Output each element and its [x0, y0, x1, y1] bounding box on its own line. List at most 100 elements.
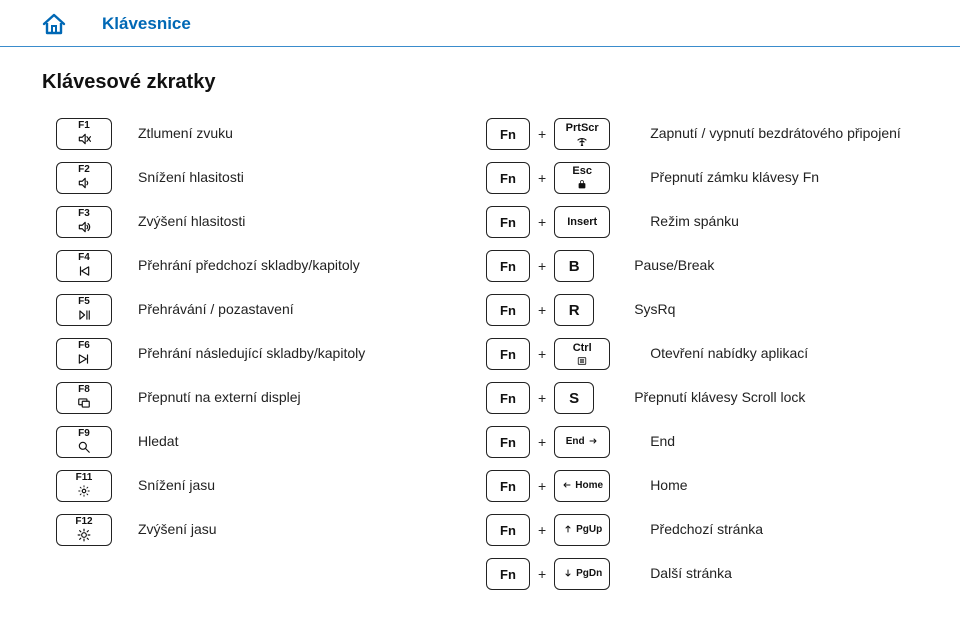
fkey-cap: F3: [56, 206, 112, 238]
shortcut-desc: Předchozí stránka: [650, 521, 763, 539]
home-icon: [40, 12, 68, 36]
fkey-label: F8: [78, 385, 90, 395]
fkey-label: F12: [75, 517, 92, 527]
header-rule: [0, 46, 960, 47]
fn-key: Fn: [486, 250, 530, 282]
second-key-label: Esc: [572, 166, 592, 177]
display-icon: [77, 396, 91, 412]
shortcuts-grid: F1 Ztlumení zvuku F2 Snížení hlasitosti …: [0, 112, 960, 596]
plus-sign: +: [538, 302, 546, 318]
plus-sign: +: [538, 390, 546, 406]
second-key-label: End: [566, 437, 585, 447]
page-header: Klávesnice: [0, 0, 960, 44]
fn-key: Fn: [486, 470, 530, 502]
second-key-label: R: [569, 302, 580, 319]
fkey-label: F6: [78, 341, 90, 351]
fn-key: Fn: [486, 294, 530, 326]
second-key: Home: [554, 470, 610, 502]
key-combo: Fn + Home: [486, 470, 610, 502]
fkey-cap: F8: [56, 382, 112, 414]
key-combo: Fn + R: [486, 294, 594, 326]
plus-sign: +: [538, 478, 546, 494]
shortcut-row: Fn + PrtScr Zapnutí / vypnutí bezdrátové…: [486, 112, 960, 156]
shortcut-row: F3 Zvýšení hlasitosti: [56, 200, 486, 244]
menu-icon: [576, 355, 588, 368]
shortcut-desc: Zvýšení hlasitosti: [138, 213, 245, 231]
fn-key: Fn: [486, 162, 530, 194]
playpause-icon: [77, 308, 91, 324]
second-key-label: Insert: [567, 216, 597, 228]
shortcut-row: Fn + Ctrl Otevření nabídky aplikací: [486, 332, 960, 376]
fkey-label: F1: [78, 121, 90, 131]
shortcut-desc: Režim spánku: [650, 213, 739, 231]
shortcut-desc: Home: [650, 477, 687, 495]
fn-key: Fn: [486, 558, 530, 590]
second-key: R: [554, 294, 594, 326]
second-key-label: B: [569, 258, 580, 275]
page-title: Klávesové zkratky: [42, 71, 960, 94]
shortcut-row: F5 Přehrávání / pozastavení: [56, 288, 486, 332]
second-key: S: [554, 382, 594, 414]
fn-key: Fn: [486, 338, 530, 370]
second-key-label: S: [569, 390, 579, 407]
shortcut-row: F2 Snížení hlasitosti: [56, 156, 486, 200]
fkey-cap: F11: [56, 470, 112, 502]
bright-dn-icon: [77, 484, 91, 500]
shortcut-desc: Ztlumení zvuku: [138, 125, 233, 143]
left-column: F1 Ztlumení zvuku F2 Snížení hlasitosti …: [56, 112, 486, 596]
fkey-label: F4: [78, 253, 90, 263]
shortcut-desc: Přepnutí zámku klávesy Fn: [650, 169, 819, 187]
fkey-label: F5: [78, 297, 90, 307]
shortcut-desc: Hledat: [138, 433, 178, 451]
shortcut-row: Fn + End End: [486, 420, 960, 464]
shortcut-row: Fn + PgDn Další stránka: [486, 552, 960, 596]
bright-up-icon: [77, 528, 91, 544]
second-key: PgDn: [554, 558, 610, 590]
fn-key: Fn: [486, 118, 530, 150]
shortcut-desc: Přepnutí klávesy Scroll lock: [634, 389, 805, 407]
shortcut-desc: Přehrávání / pozastavení: [138, 301, 294, 319]
shortcut-desc: Přepnutí na externí displej: [138, 389, 301, 407]
shortcut-row: F6 Přehrání následující skladby/kapitoly: [56, 332, 486, 376]
fkey-cap: F2: [56, 162, 112, 194]
right-column: Fn + PrtScr Zapnutí / vypnutí bezdrátové…: [486, 112, 960, 596]
fn-key: Fn: [486, 514, 530, 546]
fkey-cap: F9: [56, 426, 112, 458]
shortcut-desc: Přehrání následující skladby/kapitoly: [138, 345, 365, 363]
shortcut-row: F8 Přepnutí na externí displej: [56, 376, 486, 420]
shortcut-row: Fn + Esc Přepnutí zámku klávesy Fn: [486, 156, 960, 200]
arrow-up-icon: [562, 524, 574, 537]
second-key: Ctrl: [554, 338, 610, 370]
breadcrumb-title: Klávesnice: [102, 14, 191, 34]
shortcut-desc: Pause/Break: [634, 257, 714, 275]
shortcut-desc: Další stránka: [650, 565, 732, 583]
arrow-down-icon: [562, 568, 574, 581]
lock-icon: [575, 178, 589, 192]
fkey-cap: F12: [56, 514, 112, 546]
fn-key: Fn: [486, 426, 530, 458]
fkey-cap: F5: [56, 294, 112, 326]
shortcut-row: Fn + Home Home: [486, 464, 960, 508]
plus-sign: +: [538, 170, 546, 186]
next-icon: [77, 352, 91, 368]
shortcut-row: F12 Zvýšení jasu: [56, 508, 486, 552]
fn-key: Fn: [486, 206, 530, 238]
fkey-label: F2: [78, 165, 90, 175]
shortcut-desc: Snížení jasu: [138, 477, 215, 495]
key-combo: Fn + S: [486, 382, 594, 414]
vol-up-icon: [77, 220, 91, 236]
fkey-cap: F1: [56, 118, 112, 150]
key-combo: Fn + B: [486, 250, 594, 282]
second-key-label: PgDn: [576, 569, 602, 579]
key-combo: Fn + PgUp: [486, 514, 610, 546]
shortcut-row: Fn + S Přepnutí klávesy Scroll lock: [486, 376, 960, 420]
fkey-label: F11: [76, 473, 93, 483]
plus-sign: +: [538, 522, 546, 538]
second-key-label: PrtScr: [566, 123, 599, 134]
shortcut-desc: Zvýšení jasu: [138, 521, 217, 539]
key-combo: Fn + Esc: [486, 162, 610, 194]
shortcut-desc: Snížení hlasitosti: [138, 169, 244, 187]
key-combo: Fn + Insert: [486, 206, 610, 238]
second-key: B: [554, 250, 594, 282]
shortcut-desc: Otevření nabídky aplikací: [650, 345, 808, 363]
